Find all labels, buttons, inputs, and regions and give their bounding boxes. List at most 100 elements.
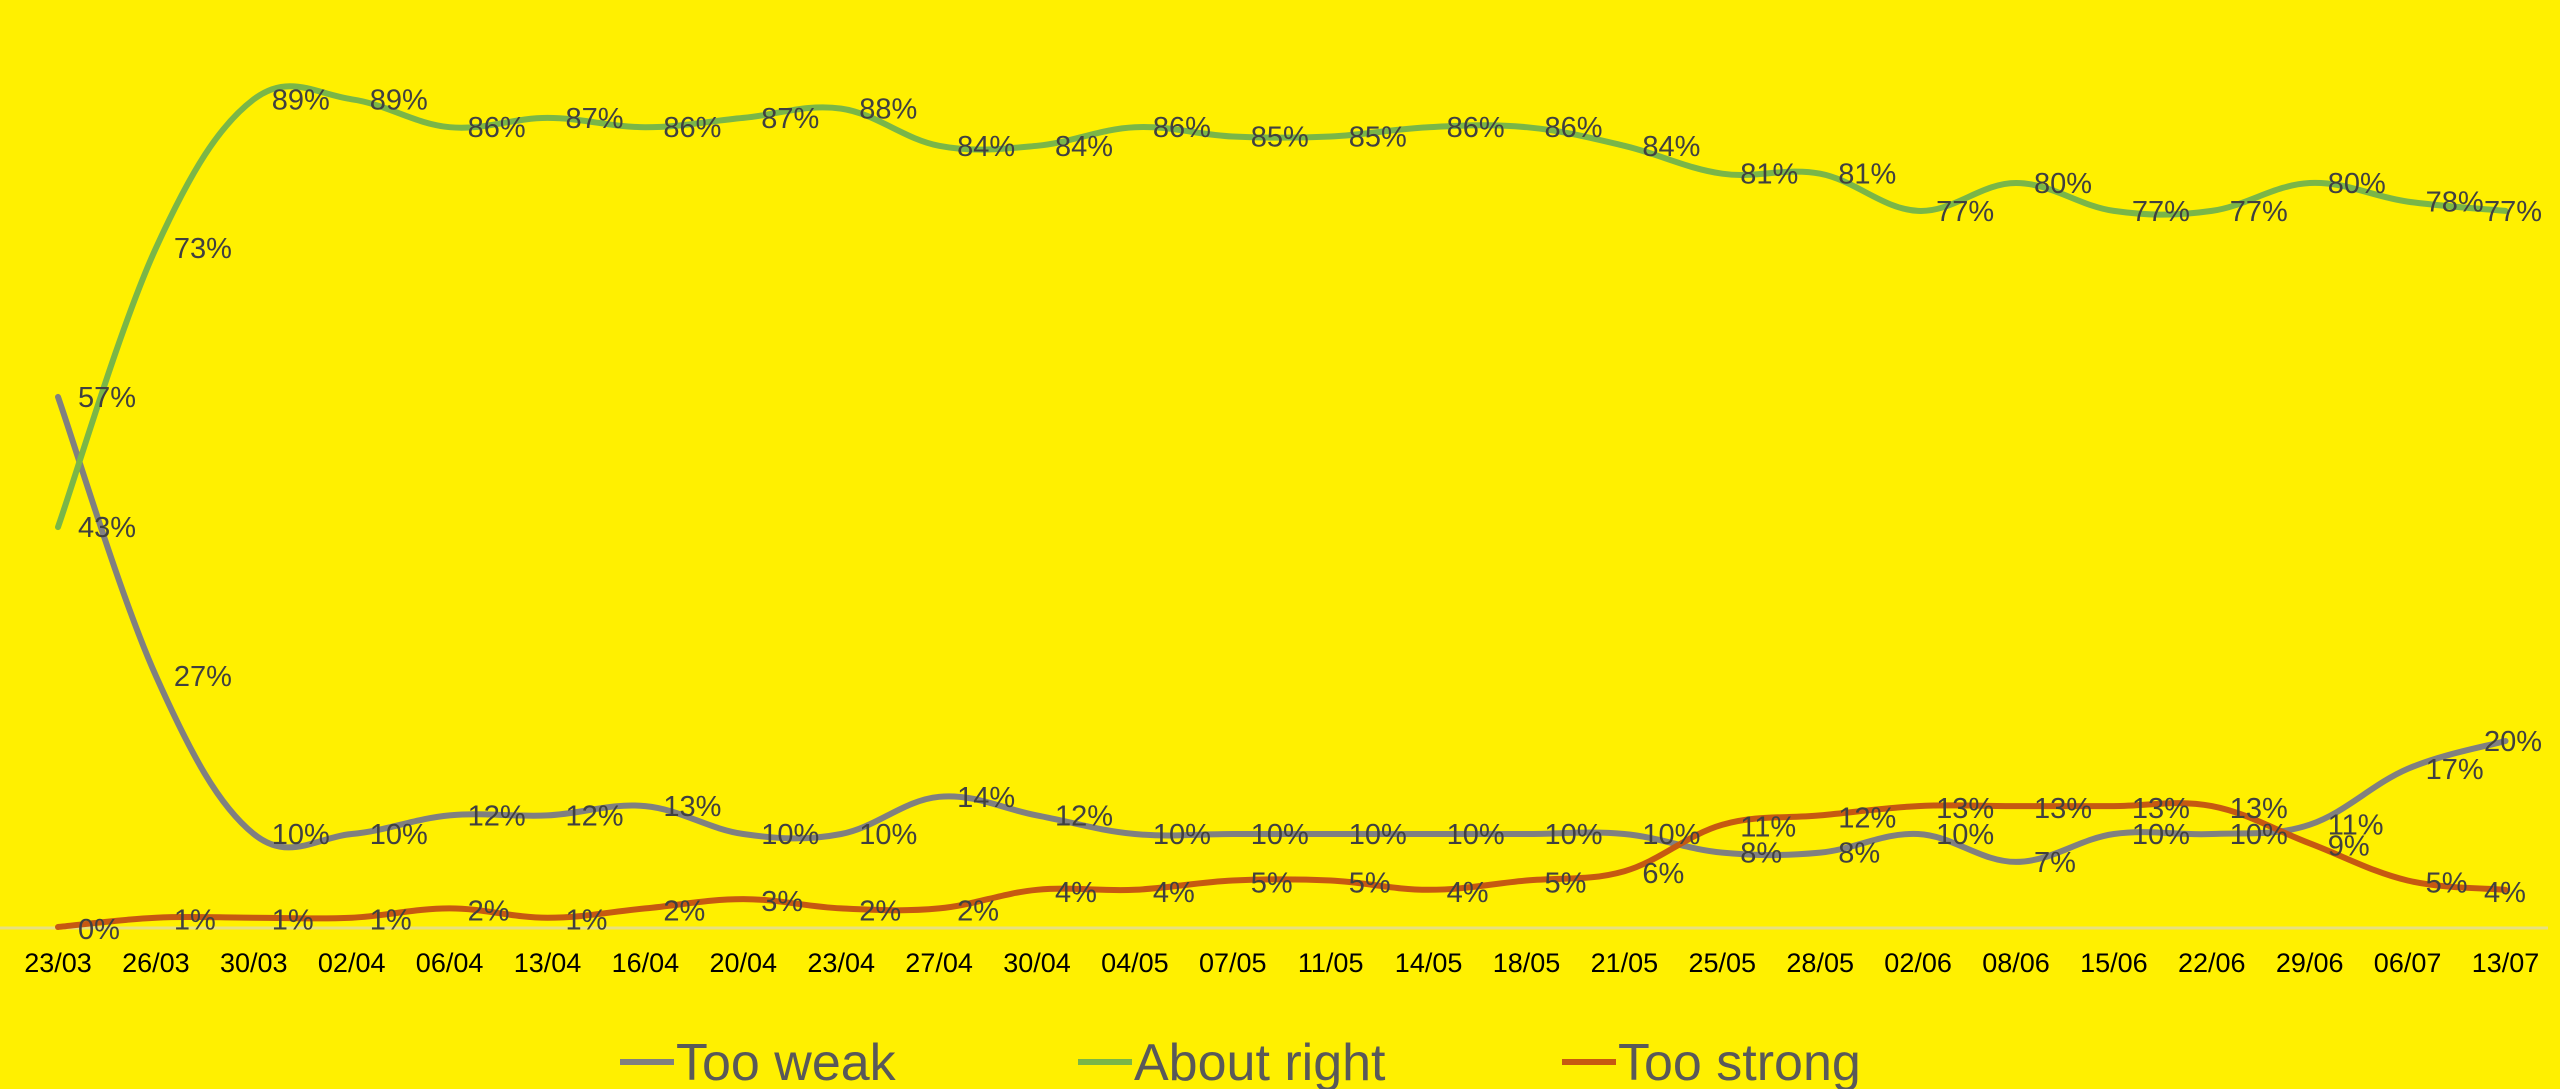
x-tick-label: 28/05 <box>1786 948 1854 978</box>
legend-item-too-weak: Too weak <box>620 1034 897 1089</box>
data-label-too-strong-21-05: 6% <box>1642 858 1684 890</box>
data-label-about-right-25-05: 81% <box>1740 159 1798 191</box>
data-label-too-strong-20-04: 3% <box>761 886 803 918</box>
x-tick-label: 06/04 <box>416 948 484 978</box>
data-label-too-weak-23-03: 57% <box>78 382 136 414</box>
x-tick-label: 30/04 <box>1003 948 1071 978</box>
data-label-too-weak-04-05: 10% <box>1153 819 1211 851</box>
series-line-too-strong <box>55 800 2509 930</box>
data-label-about-right-16-04: 86% <box>663 112 721 144</box>
data-label-about-right-22-06: 77% <box>2230 196 2288 228</box>
data-label-too-strong-07-05: 5% <box>1251 868 1293 900</box>
data-label-too-weak-02-06: 10% <box>1936 819 1994 851</box>
data-label-too-strong-28-05: 12% <box>1838 802 1896 834</box>
data-label-too-strong-08-06: 13% <box>2034 793 2092 825</box>
data-label-about-right-08-06: 80% <box>2034 168 2092 200</box>
data-label-too-weak-06-07: 17% <box>2426 754 2484 786</box>
data-label-about-right-04-05: 86% <box>1153 112 1211 144</box>
data-label-too-strong-06-04: 2% <box>468 895 510 927</box>
data-label-too-weak-07-05: 10% <box>1251 819 1309 851</box>
data-label-about-right-13-04: 87% <box>566 103 624 135</box>
data-label-about-right-23-03: 43% <box>78 512 136 544</box>
data-label-too-weak-08-06: 7% <box>2034 847 2076 879</box>
x-tick-label: 13/07 <box>2472 948 2540 978</box>
data-label-about-right-02-04: 89% <box>370 84 428 116</box>
x-tick-label: 02/06 <box>1884 948 1952 978</box>
legend-label-too-weak: Too weak <box>676 1034 897 1089</box>
data-label-about-right-27-04: 84% <box>957 131 1015 163</box>
series-line-too-weak <box>55 393 2509 865</box>
data-label-too-strong-15-06: 13% <box>2132 793 2190 825</box>
data-label-too-strong-13-07: 4% <box>2484 877 2526 909</box>
x-tick-label: 21/05 <box>1591 948 1659 978</box>
data-label-about-right-30-03: 89% <box>272 84 330 116</box>
data-label-too-weak-22-06: 10% <box>2230 819 2288 851</box>
data-label-too-strong-25-05: 11% <box>1740 812 1796 844</box>
data-label-too-strong-27-04: 2% <box>957 895 999 927</box>
data-label-too-weak-06-04: 12% <box>468 800 526 832</box>
data-label-too-strong-04-05: 4% <box>1153 877 1195 909</box>
x-tick-label: 29/06 <box>2276 948 2344 978</box>
data-label-too-weak-30-04: 12% <box>1055 800 1113 832</box>
data-label-too-weak-23-04: 10% <box>859 819 917 851</box>
data-label-too-strong-23-03: 0% <box>78 914 120 946</box>
legend-label-too-strong: Too strong <box>1618 1034 1861 1089</box>
data-label-too-weak-02-04: 10% <box>370 819 428 851</box>
data-label-too-weak-25-05: 8% <box>1740 838 1782 870</box>
x-tick-label: 07/05 <box>1199 948 1267 978</box>
data-label-too-weak-13-07: 20% <box>2484 726 2542 758</box>
data-label-too-strong-02-06: 13% <box>1936 793 1994 825</box>
data-label-about-right-06-07: 78% <box>2426 187 2484 219</box>
legend-label-about-right: About right <box>1134 1034 1386 1089</box>
x-tick-label: 22/06 <box>2178 948 2246 978</box>
legend-item-about-right: About right <box>1078 1034 1386 1089</box>
data-label-about-right-29-06: 80% <box>2328 168 2386 200</box>
x-tick-label: 13/04 <box>514 948 582 978</box>
data-label-about-right-13-07: 77% <box>2484 196 2542 228</box>
x-tick-label: 30/03 <box>220 948 288 978</box>
x-tick-label: 18/05 <box>1493 948 1561 978</box>
data-label-about-right-11-05: 85% <box>1349 122 1407 154</box>
x-tick-label: 23/03 <box>24 948 92 978</box>
legend-item-too-strong: Too strong <box>1562 1034 1861 1089</box>
x-tick-label: 11/05 <box>1298 948 1364 978</box>
data-label-too-weak-11-05: 10% <box>1349 819 1407 851</box>
data-label-about-right-21-05: 84% <box>1642 131 1700 163</box>
data-label-too-weak-13-04: 12% <box>566 800 624 832</box>
legend: Too weak About right Too strong <box>620 1034 1861 1089</box>
data-label-too-strong-18-05: 5% <box>1545 868 1587 900</box>
data-label-too-weak-18-05: 10% <box>1545 819 1603 851</box>
data-label-too-strong-30-04: 4% <box>1055 877 1097 909</box>
data-label-about-right-15-06: 77% <box>2132 196 2190 228</box>
data-label-too-strong-13-04: 1% <box>566 905 608 937</box>
x-tick-label: 04/05 <box>1101 948 1169 978</box>
data-label-too-strong-14-05: 4% <box>1447 877 1489 909</box>
x-tick-label: 02/04 <box>318 948 386 978</box>
x-tick-label: 08/06 <box>1982 948 2050 978</box>
data-label-too-strong-26-03: 1% <box>174 905 216 937</box>
data-label-about-right-20-04: 87% <box>761 103 819 135</box>
data-label-too-strong-29-06: 9% <box>2328 830 2370 862</box>
data-label-too-weak-27-04: 14% <box>957 782 1015 814</box>
x-tick-label: 20/04 <box>710 948 778 978</box>
data-label-too-weak-16-04: 13% <box>663 791 721 823</box>
data-label-too-strong-23-04: 2% <box>859 895 901 927</box>
data-labels-group: 57%27%10% 10%12% 12% 13%10% 10%14%12%10% 10% 1… <box>78 84 2542 946</box>
x-tick-label: 26/03 <box>122 948 190 978</box>
data-label-too-strong-06-07: 5% <box>2426 868 2468 900</box>
x-tick-label: 15/06 <box>2080 948 2148 978</box>
data-label-too-weak-15-06: 10% <box>2132 819 2190 851</box>
data-label-too-strong-11-05: 5% <box>1349 868 1391 900</box>
data-label-about-right-30-04: 84% <box>1055 131 1113 163</box>
data-label-too-weak-14-05: 10% <box>1447 819 1505 851</box>
series-line-about-right <box>55 83 2509 531</box>
x-tick-labels-group: 23/03 26/03 30/03 02/04 06/04 13/04 16/04 20/04… <box>24 948 2539 978</box>
x-tick-label: 25/05 <box>1689 948 1757 978</box>
data-label-too-strong-02-04: 1% <box>370 905 412 937</box>
series-group <box>55 83 2509 930</box>
data-label-about-right-06-04: 86% <box>468 112 526 144</box>
x-tick-label: 23/04 <box>807 948 875 978</box>
data-label-too-weak-20-04: 10% <box>761 819 819 851</box>
